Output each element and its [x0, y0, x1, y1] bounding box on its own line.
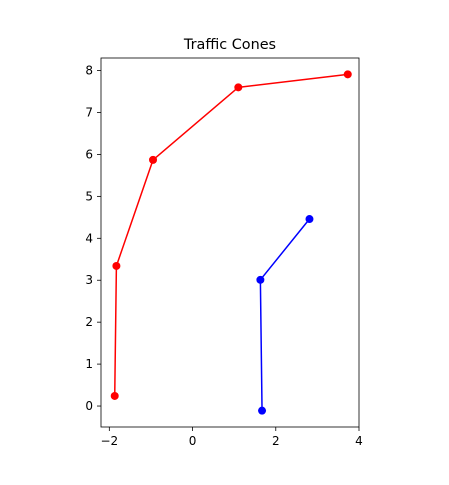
series-1-point [112, 262, 120, 270]
chart-title: Traffic Cones [183, 37, 276, 53]
series-2-point [256, 276, 264, 284]
y-tick-label: 7 [85, 106, 93, 120]
y-tick-label: 3 [85, 273, 93, 287]
x-tick-label: 0 [189, 434, 197, 448]
y-tick-label: 6 [85, 147, 93, 161]
series-2-point [258, 407, 266, 415]
y-tick-label: 0 [85, 399, 93, 413]
y-tick-label: 5 [85, 189, 93, 203]
series-2-point [305, 215, 313, 223]
series-1-point [344, 70, 352, 78]
series-1-point [111, 392, 119, 400]
series-1-point [234, 83, 242, 91]
y-tick-label: 2 [85, 315, 93, 329]
y-tick-label: 1 [85, 357, 93, 371]
x-tick-label: −2 [100, 434, 118, 448]
x-tick-label: 4 [355, 434, 363, 448]
series-1-point [149, 156, 157, 164]
x-tick-label: 2 [272, 434, 280, 448]
y-tick-label: 4 [85, 231, 93, 245]
y-tick-label: 8 [85, 64, 93, 78]
